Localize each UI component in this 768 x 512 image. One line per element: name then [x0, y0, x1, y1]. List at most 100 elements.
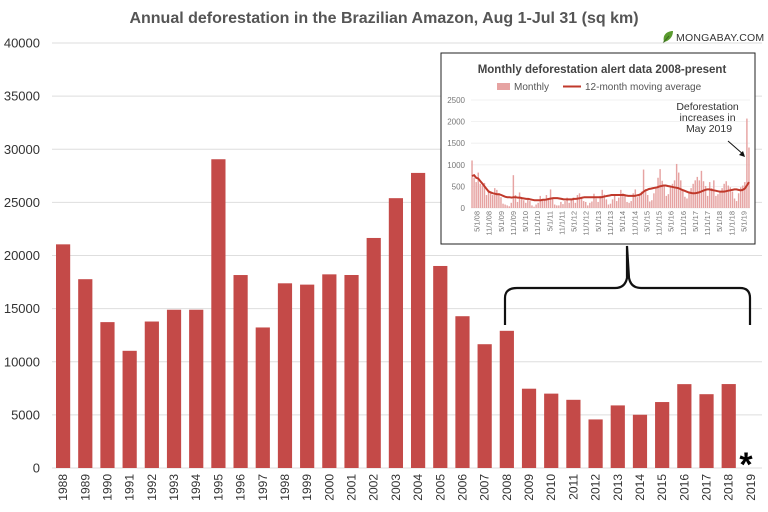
monthly-bar [597, 201, 599, 208]
monthly-bar [535, 204, 537, 208]
inset-y-tick-label: 2500 [447, 96, 465, 105]
y-tick-label: 15000 [4, 301, 40, 316]
monthly-bar [589, 202, 591, 208]
x-tick-2005: 2005 [433, 474, 447, 501]
x-tick-2010: 2010 [544, 474, 558, 501]
monthly-bar [551, 198, 554, 208]
moving-average-line [471, 174, 750, 202]
monthly-bar [642, 169, 645, 208]
monthly-bar [543, 199, 546, 208]
monthly-bar [498, 193, 500, 208]
x-tick-1988: 1988 [56, 474, 70, 501]
y-tick-label: 40000 [4, 36, 40, 51]
monthly-bar [562, 204, 564, 208]
x-tick-2002: 2002 [367, 474, 381, 501]
monthly-bar [688, 191, 690, 208]
inset-title: Monthly deforestation alert data 2008-pr… [478, 64, 727, 76]
monthly-bar [593, 193, 595, 208]
bar-1998 [277, 283, 293, 468]
y-tick-label: 0 [33, 461, 40, 476]
x-tick-2006: 2006 [455, 474, 469, 501]
monthly-bar [570, 199, 572, 208]
bar-1992 [144, 321, 159, 468]
monthly-bar [595, 198, 597, 208]
bar-2018 [721, 384, 736, 468]
monthly-bar [713, 180, 715, 208]
x-tick-2017: 2017 [700, 474, 714, 501]
monthly-bar [607, 204, 610, 208]
monthly-bar [601, 189, 603, 208]
y-tick-label: 10000 [4, 354, 40, 369]
inset-x-tick-label: 11/1/09 [509, 211, 518, 235]
monthly-bar [632, 193, 634, 208]
bar-1988 [55, 244, 71, 468]
x-tick-1999: 1999 [300, 474, 314, 501]
x-tick-1993: 1993 [167, 474, 181, 501]
x-tick-1990: 1990 [100, 474, 114, 501]
monthly-bar [733, 198, 736, 208]
monthly-bar [698, 180, 701, 208]
leaf-icon [662, 31, 673, 44]
inset-x-tick-label: 5/1/15 [642, 211, 651, 232]
x-tick-2000: 2000 [322, 474, 336, 501]
inset-y-tick-label: 2000 [447, 118, 465, 127]
bar-2013 [610, 405, 625, 468]
annotation-arrowhead [739, 151, 745, 157]
x-tick-2014: 2014 [633, 474, 647, 501]
monthly-bar [731, 191, 734, 208]
x-tick-1995: 1995 [211, 474, 225, 501]
inset-x-tick-label: 5/1/09 [497, 211, 506, 232]
monthly-bar [584, 201, 587, 208]
x-tick-2015: 2015 [655, 474, 669, 501]
x-tick-2004: 2004 [411, 474, 425, 501]
monthly-bar [558, 205, 560, 208]
monthly-bar [677, 172, 680, 208]
monthly-bar [518, 192, 521, 208]
bar-2002 [366, 237, 381, 468]
x-tick-2013: 2013 [611, 474, 625, 501]
main-y-axis: 0 5000 10000 15000 20000 25000 30000 35000 40000 [4, 36, 40, 476]
monthly-bar [483, 182, 486, 208]
x-tick-1998: 1998 [278, 474, 292, 501]
inset-x-tick-label: 11/1/14 [630, 211, 639, 235]
monthly-bar [522, 200, 525, 208]
monthly-bar [667, 194, 670, 208]
asterisk-marker: * [739, 446, 753, 484]
monthly-bar [644, 188, 647, 208]
bar-2008 [499, 330, 514, 468]
inset-x-tick-label: 5/1/12 [570, 211, 579, 232]
bar-1993 [166, 309, 182, 468]
monthly-bar [649, 201, 651, 208]
monthly-bar [680, 180, 682, 208]
annotation-arrow [727, 140, 745, 156]
monthly-bar [574, 202, 577, 208]
monthly-bar [475, 182, 477, 208]
bar-2014 [632, 414, 648, 468]
monthly-bar [630, 201, 632, 208]
monthly-bar [516, 201, 519, 208]
x-tick-2018: 2018 [722, 474, 736, 501]
bar-2000 [322, 274, 337, 468]
monthly-bar [737, 193, 740, 208]
monthly-bar [655, 187, 657, 208]
monthly-bar [663, 185, 665, 208]
monthly-bar [576, 195, 579, 208]
monthly-bar [560, 201, 562, 208]
inset-y-tick-label: 500 [452, 182, 466, 191]
monthly-bar [626, 201, 628, 208]
x-tick-2019: 2019 [744, 474, 758, 501]
monthly-bar [547, 198, 550, 208]
monthly-bar [675, 163, 678, 208]
monthly-bar [520, 197, 523, 208]
bar-1997 [255, 327, 270, 468]
bar-1994 [189, 309, 204, 468]
monthly-bar [742, 185, 744, 208]
bar-2007 [477, 344, 492, 468]
x-tick-2008: 2008 [500, 474, 514, 501]
monthly-bar [624, 195, 626, 208]
monthly-bar [556, 205, 558, 208]
bar-2010 [544, 393, 559, 468]
monthly-bar [729, 187, 732, 208]
monthly-bar [587, 205, 589, 208]
inset-x-tick-label: 11/1/10 [533, 211, 542, 235]
